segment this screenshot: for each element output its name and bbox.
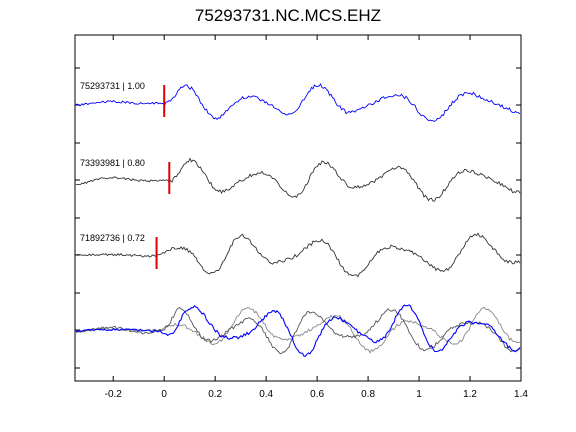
x-tick-label: 0.6	[310, 389, 324, 400]
stacked-waveform	[75, 304, 521, 357]
x-tick-label: 1.2	[463, 389, 477, 400]
x-tick-label: -0.2	[105, 389, 123, 400]
stacked-waveform	[75, 307, 521, 355]
x-tick-label: 0	[161, 389, 167, 400]
x-tick-label: 0.8	[361, 389, 375, 400]
x-tick-label: 1.4	[514, 389, 528, 400]
stacked-waveform	[75, 306, 521, 354]
x-tick-label: 0.4	[259, 389, 273, 400]
trace-waveform	[75, 232, 521, 278]
x-tick-label: 1	[416, 389, 422, 400]
x-tick-label: 0.2	[208, 389, 222, 400]
trace-label: 73393981 | 0.80	[80, 158, 145, 168]
trace-label: 75293731 | 1.00	[80, 81, 145, 91]
trace-label: 71892736 | 0.72	[80, 233, 145, 243]
plot-frame	[74, 34, 522, 382]
trace-waveform	[75, 157, 521, 202]
trace-waveform	[75, 83, 521, 123]
chart-title: 75293731.NC.MCS.EHZ	[194, 6, 382, 25]
